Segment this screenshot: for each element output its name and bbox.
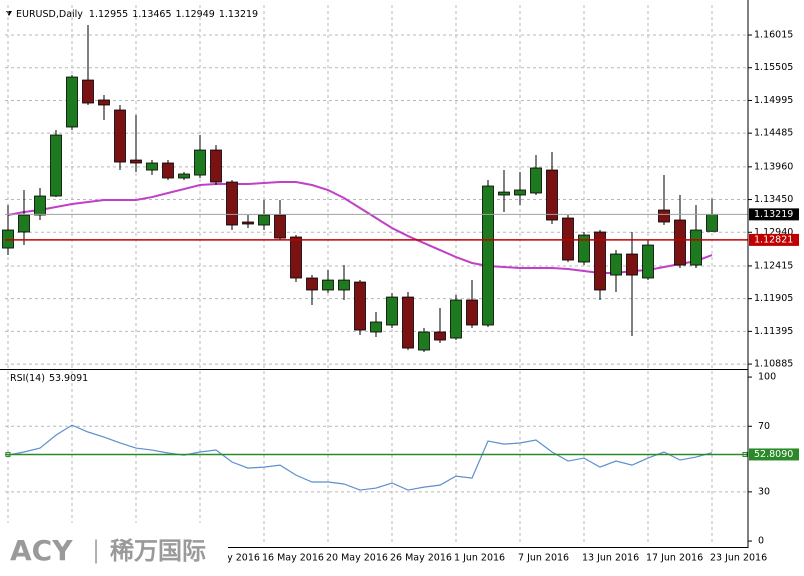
level-box xyxy=(749,448,799,461)
y-tick-label: 1.11905 xyxy=(754,293,793,304)
candle-body xyxy=(82,79,94,104)
candle-body xyxy=(2,229,14,249)
rsi-current: 53.9091 xyxy=(49,373,88,384)
candle-body xyxy=(210,149,222,183)
y-tick-label: 70 xyxy=(758,421,770,432)
x-tick-label: 13 Jun 2016 xyxy=(582,553,639,564)
candle-body xyxy=(498,191,510,196)
price-line-label: 1.12821 xyxy=(754,234,793,245)
candle-body xyxy=(402,296,414,349)
y-tick-label: 1.11395 xyxy=(754,326,793,337)
watermark-box xyxy=(0,523,228,576)
y-tick-label: 1.12415 xyxy=(754,260,793,271)
candle-body xyxy=(34,195,46,216)
candle-body xyxy=(386,296,398,326)
y-tick-label: 1.15505 xyxy=(754,62,793,73)
candle-body xyxy=(66,76,78,128)
candle-body xyxy=(322,279,334,291)
current-price-box xyxy=(749,208,799,221)
candle-body xyxy=(338,279,350,291)
watermark-brand: ACY xyxy=(10,534,73,567)
y-tick-label: 1.12940 xyxy=(754,227,793,238)
candle-body xyxy=(290,236,302,279)
candle-body xyxy=(610,253,622,276)
candle-body xyxy=(306,277,318,291)
candle-body xyxy=(354,281,366,331)
y-tick-label: 1.13450 xyxy=(754,194,793,205)
x-tick-label: 1 Jun 2016 xyxy=(454,553,505,564)
candle-body xyxy=(450,299,462,339)
y-tick-label: 30 xyxy=(758,486,770,497)
candle-body xyxy=(706,213,718,232)
candle-body xyxy=(114,109,126,163)
candle-body xyxy=(226,181,238,226)
candle-body xyxy=(418,331,430,351)
header-close: 1.13219 xyxy=(219,9,258,20)
x-tick-label: 26 May 2016 xyxy=(390,553,452,564)
candle-body xyxy=(658,209,670,223)
rsi-header: RSI(14) 53.9091 xyxy=(10,373,88,384)
candle-body xyxy=(258,214,270,226)
candle-body xyxy=(130,159,142,164)
y-tick-label: 1.13960 xyxy=(754,161,793,172)
symbol: EURUSD,Daily xyxy=(16,9,83,20)
rsi-title: RSI(14) xyxy=(10,373,45,384)
y-tick-label: 1.16015 xyxy=(754,30,793,41)
x-tick-label: 17 Jun 2016 xyxy=(646,553,703,564)
price-line-box xyxy=(749,233,799,246)
y-tick-label: 1.10885 xyxy=(754,359,793,370)
level-marker xyxy=(5,451,11,457)
x-tick-label: 20 May 2016 xyxy=(326,553,388,564)
candle-body xyxy=(274,214,286,239)
candle-body xyxy=(178,173,190,179)
candle-body xyxy=(242,221,254,225)
current-price-label: 1.13219 xyxy=(754,209,793,220)
candle-body xyxy=(642,244,654,279)
header-low: 1.12949 xyxy=(176,9,215,20)
x-tick-label: 16 May 2016 xyxy=(262,553,324,564)
header-high: 1.13465 xyxy=(132,9,171,20)
y-tick-label: 100 xyxy=(758,372,776,383)
candle-body xyxy=(482,185,494,326)
candle-body xyxy=(530,167,542,194)
candle-body xyxy=(370,321,382,333)
x-tick-label: 10 May 2016 xyxy=(198,553,260,564)
candle-body xyxy=(162,162,174,179)
y-tick-label: 1.14485 xyxy=(754,128,793,139)
header-open: 1.12955 xyxy=(89,9,128,20)
candle-body xyxy=(562,217,574,261)
candle-body xyxy=(690,229,702,266)
chart-header: EURUSD,Daily 1.12955 1.13465 1.12949 1.13219 xyxy=(16,9,258,20)
candle-body xyxy=(146,162,158,171)
candle-body xyxy=(546,169,558,221)
candle-body xyxy=(434,331,446,341)
level-marker xyxy=(742,451,748,457)
rsi-line xyxy=(7,424,713,491)
candle-body xyxy=(194,149,206,176)
level-label: 52.8090 xyxy=(754,449,793,460)
candle-body xyxy=(578,234,590,263)
candle-body xyxy=(98,99,110,106)
y-tick-label: 0 xyxy=(758,536,764,547)
x-tick-label: 7 Jun 2016 xyxy=(518,553,569,564)
y-tick-label: 1.14995 xyxy=(754,95,793,106)
candle-body xyxy=(50,134,62,197)
candle-body xyxy=(594,231,606,291)
candle-body xyxy=(18,214,30,233)
watermark-divider: | xyxy=(92,536,100,564)
candle-body xyxy=(514,189,526,196)
x-tick-label: 23 Jun 2016 xyxy=(710,553,767,564)
candle-body xyxy=(674,219,686,266)
watermark-chinese: 稀万国际 xyxy=(110,537,206,565)
candle-body xyxy=(626,253,638,276)
candle-body xyxy=(466,299,478,326)
